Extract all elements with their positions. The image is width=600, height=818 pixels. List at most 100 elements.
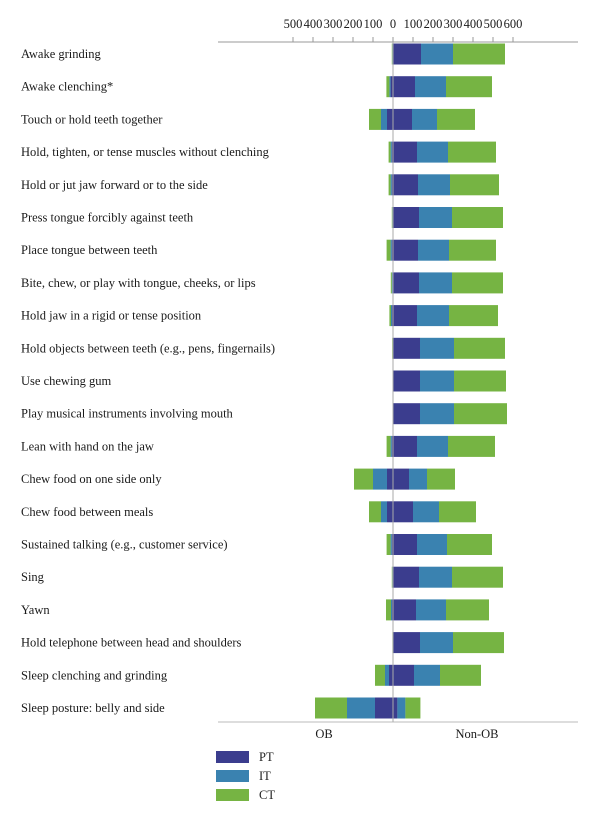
bar-nonob-it [420, 370, 454, 392]
bar-nonob-ct [452, 207, 503, 228]
bar-nonob-pt [393, 501, 413, 523]
bar-nonob-ct [440, 664, 481, 686]
bar-ob-it [390, 435, 392, 457]
bar-nonob-pt [393, 403, 420, 425]
bar-ob-ct [386, 435, 391, 457]
bar-nonob-pt [393, 566, 419, 588]
bar-ob-pt [387, 501, 393, 523]
bar-ob-pt [390, 76, 393, 98]
bar-ob-it [385, 664, 389, 686]
bar-ob-pt [375, 697, 393, 719]
category-label: Hold jaw in a rigid or tense position [21, 309, 202, 323]
category-label: Hold or jut jaw forward or to the side [21, 178, 208, 192]
bar-ob-it [381, 501, 387, 523]
legend: PT IT CT [216, 748, 275, 805]
bar-nonob-ct [447, 534, 492, 555]
bar-nonob-ct [437, 108, 475, 130]
bar-nonob-pt [393, 468, 409, 490]
bar-ob-ct [354, 468, 373, 490]
bar-nonob-it [412, 108, 437, 130]
bar-nonob-it [413, 501, 439, 523]
bar-nonob-pt [393, 43, 421, 65]
category-label: Lean with hand on the jaw [21, 439, 154, 453]
x-tick-label: 600 [504, 17, 523, 31]
bar-nonob-ct [449, 305, 498, 327]
bar-nonob-it [420, 403, 454, 425]
legend-item-pt: PT [216, 748, 275, 766]
bar-nonob-it [416, 599, 446, 621]
legend-swatch-ct [216, 789, 249, 801]
bar-nonob-it [419, 207, 452, 228]
bar-ob-ct [375, 664, 385, 686]
bar-ob-ct [369, 501, 381, 523]
bar-ob-it [373, 468, 387, 490]
bar-nonob-ct [454, 403, 507, 425]
category-label: Awake clenching* [21, 80, 113, 94]
category-label: Press tongue forcibly against teeth [21, 211, 194, 225]
category-label: Hold objects between teeth (e.g., pens, … [21, 341, 275, 355]
bar-nonob-pt [393, 697, 398, 719]
bar-ob-ct [386, 239, 391, 261]
bar-nonob-pt [393, 141, 417, 163]
bar-nonob-ct [448, 141, 496, 163]
bar-nonob-ct [454, 370, 506, 392]
category-label: Sing [21, 570, 45, 584]
bar-ob-it [389, 76, 391, 98]
x-tick-label: 400 [304, 17, 323, 31]
category-label: Touch or hold teeth together [21, 112, 163, 126]
category-label: Play musical instruments involving mouth [21, 407, 234, 421]
bar-nonob-ct [446, 76, 492, 98]
x-tick-label: 400 [464, 17, 483, 31]
bar-ob-ct [369, 108, 381, 130]
bar-ob-it [390, 141, 392, 163]
group-label-ob: OB [315, 727, 332, 741]
bar-ob-it [390, 174, 392, 196]
bar-nonob-it [421, 43, 453, 65]
category-label: Bite, chew, or play with tongue, cheeks,… [21, 276, 256, 290]
bar-ob-it [390, 534, 392, 555]
x-tick-label: 500 [484, 17, 503, 31]
category-label: Awake grinding [21, 47, 101, 61]
bar-nonob-it [414, 664, 440, 686]
bar-nonob-it [419, 272, 452, 294]
x-tick-label: 200 [424, 17, 443, 31]
legend-label-pt: PT [259, 749, 274, 764]
bar-ob-ct [388, 174, 391, 196]
bar-ob-it [381, 108, 387, 130]
bar-ob-ct [315, 697, 347, 719]
bar-nonob-pt [393, 599, 416, 621]
bar-ob-pt [391, 239, 393, 261]
bar-nonob-it [415, 76, 446, 98]
bar-nonob-ct [453, 632, 504, 654]
category-label: Hold telephone between head and shoulder… [21, 636, 242, 650]
bar-nonob-ct [448, 435, 495, 457]
legend-item-ct: CT [216, 786, 275, 804]
bar-ob-pt [389, 664, 393, 686]
bar-nonob-pt [393, 174, 418, 196]
category-label: Use chewing gum [21, 374, 112, 388]
category-label: Sleep posture: belly and side [21, 701, 165, 715]
bar-ob-it [391, 305, 392, 327]
bar-nonob-pt [393, 632, 420, 654]
bar-nonob-pt [393, 272, 419, 294]
bar-ob-ct [390, 272, 392, 294]
category-label: Chew food between meals [21, 505, 153, 519]
x-tick-label: 0 [390, 17, 396, 31]
bar-ob-pt [387, 468, 393, 490]
bar-nonob-pt [393, 534, 417, 555]
legend-swatch-it [216, 770, 249, 782]
bar-ob-pt [391, 534, 393, 555]
bar-nonob-ct [454, 337, 505, 359]
bar-ob-ct [389, 305, 391, 327]
legend-swatch-pt [216, 751, 249, 763]
bar-ob-pt [391, 174, 393, 196]
category-label: Yawn [21, 603, 50, 617]
x-tick-label: 300 [324, 17, 343, 31]
bar-nonob-it [420, 632, 453, 654]
bar-nonob-it [418, 239, 449, 261]
bar-nonob-ct [452, 566, 503, 588]
bar-nonob-ct [439, 501, 476, 523]
bar-ob-it [390, 239, 392, 261]
bar-ob-pt [387, 108, 393, 130]
bar-ob-it [391, 599, 392, 621]
